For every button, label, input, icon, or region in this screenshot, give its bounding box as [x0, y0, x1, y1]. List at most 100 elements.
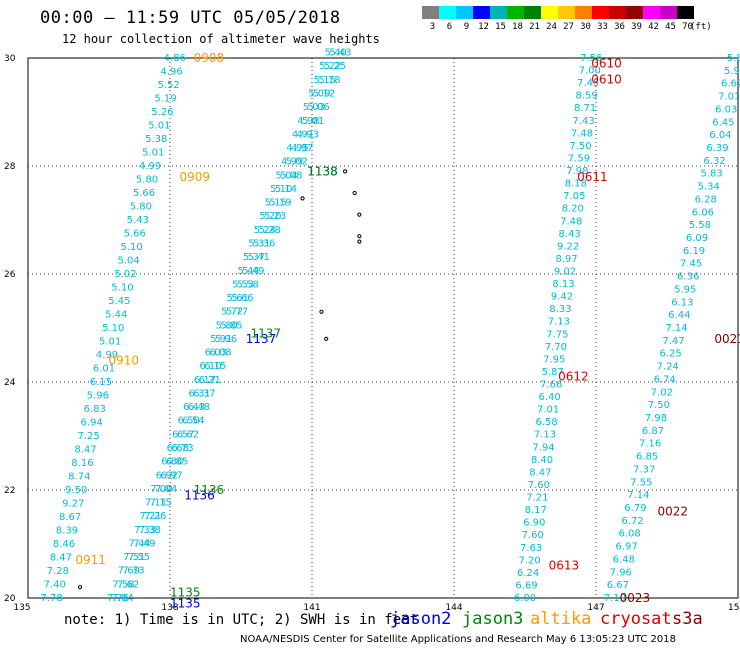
swh-value-label: 5.66 — [124, 229, 146, 240]
swh-value-label: 6.32 — [703, 156, 725, 167]
swh-value-label: 6.44 — [668, 310, 690, 321]
swh-value-label: 8.71 — [574, 103, 596, 114]
swh-value-label: 4.95 — [286, 143, 308, 154]
swh-value-label: 6.57 — [172, 429, 194, 440]
island-mark — [319, 309, 324, 314]
island-mark — [77, 585, 83, 590]
swh-value-label: 6.24 — [517, 568, 539, 579]
swh-value-label: 5.10 — [270, 184, 292, 195]
swh-value-label: 7.49 — [133, 538, 155, 549]
swh-value-label: 7.19 — [604, 593, 626, 604]
colorbar-label: 30 — [580, 22, 591, 32]
swh-value-label: 7.96 — [610, 567, 632, 578]
legend-item-altika: altika — [530, 609, 592, 629]
x-tick-label: 135 — [13, 603, 30, 613]
swh-value-label: 7.98 — [566, 166, 588, 177]
swh-value-label: 7.33 — [134, 525, 156, 536]
swh-value-label: 7.50 — [569, 141, 591, 152]
swh-value-label: 6.45 — [712, 117, 734, 128]
colorbar-swatch — [575, 6, 592, 19]
island-mark — [324, 336, 329, 341]
swh-value-label: 9.27 — [62, 499, 84, 510]
y-tick-label: 20 — [4, 594, 16, 604]
swh-value-label: 5.10 — [121, 242, 143, 253]
time-label: 1137 — [250, 326, 281, 340]
swh-value-label: 4.98 — [297, 116, 319, 127]
swh-value-label: 9.50 — [65, 485, 87, 496]
island-mark — [357, 239, 362, 244]
swh-value-label: 5.04 — [276, 170, 298, 181]
swh-value-label: 6.31 — [188, 388, 210, 399]
swh-value-label: 6.92 — [156, 470, 178, 481]
swh-value-label: 6.90 — [523, 518, 545, 529]
swh-value-label: 6.25 — [659, 349, 681, 360]
swh-value-label: 8.16 — [71, 458, 93, 469]
swh-value-label: 8.74 — [68, 472, 90, 483]
swh-value-label: 8.67 — [59, 512, 81, 523]
swh-value-label: 6.72 — [621, 516, 643, 527]
x-tick-label: 141 — [303, 603, 320, 613]
swh-value-label: 8.47 — [74, 445, 96, 456]
swh-value-label: 6.43 — [183, 402, 205, 413]
y-tick-label: 30 — [4, 54, 16, 64]
swh-value-label: 7.05 — [563, 191, 585, 202]
swh-value-label: 5.12 — [313, 89, 335, 100]
swh-value-label: 5.43 — [329, 48, 351, 59]
legend-item-s3a: s3a — [672, 609, 703, 629]
swh-value-label: 6.97 — [616, 542, 638, 553]
swh-value-label: 5.20 — [259, 211, 281, 222]
swh-value-label: 8.43 — [559, 229, 581, 240]
swh-value-label: 7.84 — [112, 593, 134, 604]
swh-value-label: 5.66 — [133, 188, 155, 199]
swh-value-label: 7.40 — [44, 580, 66, 591]
swh-value-label: 6.79 — [624, 503, 646, 514]
swh-value-label: 8.13 — [552, 279, 574, 290]
swh-value-label: 5.19 — [154, 94, 176, 105]
swh-value-label: 7.04 — [155, 484, 177, 495]
swh-value-label: 5.43 — [127, 215, 149, 226]
swh-value-label: 5.01 — [99, 337, 121, 348]
swh-value-label: 4.99 — [96, 350, 118, 361]
time-label: 1138 — [307, 164, 338, 178]
swh-value-label: 5.04 — [117, 256, 139, 267]
swh-value-label: 5.49 — [242, 266, 264, 277]
swh-value-label: 5.37 — [243, 252, 265, 263]
swh-value-label: 7.69 — [118, 566, 140, 577]
swh-value-label: 5.01 — [148, 121, 170, 132]
colorbar-label: 9 — [463, 22, 470, 32]
swh-value-label: 5.09 — [308, 89, 330, 100]
time-label: 0611 — [577, 170, 608, 184]
island-mark — [357, 234, 362, 239]
swh-value-label: 6.74 — [654, 374, 676, 385]
swh-value-label: 7.37 — [633, 464, 655, 475]
y-tick-label: 26 — [4, 270, 16, 280]
swh-value-label: 5.18 — [318, 75, 340, 86]
swh-value-label: 5.44 — [105, 310, 127, 321]
time-label: 0021 — [714, 332, 740, 346]
colorbar-label: 24 — [546, 22, 557, 32]
swh-value-label: 7.98 — [645, 413, 667, 424]
swh-value-label: 6.97 — [161, 470, 183, 481]
swh-value-label: 6.67 — [607, 580, 629, 591]
time-label: 1136 — [184, 488, 215, 502]
y-tick-label: 28 — [4, 162, 16, 172]
swh-value-label: 5.96 — [87, 391, 109, 402]
swh-value-label: 8.33 — [549, 304, 571, 315]
swh-value-label: 7.11 — [145, 498, 167, 509]
swh-value-label: 5.34 — [698, 182, 720, 193]
colorbar-swatch — [558, 6, 575, 19]
swh-value-label: 7.14 — [627, 490, 649, 501]
swh-value-label: 6.13 — [671, 297, 693, 308]
swh-value-label: 5.61 — [227, 293, 249, 304]
swh-value-label: 5.52 — [157, 80, 179, 91]
swh-value-label: 7.73 — [122, 566, 144, 577]
swh-value-label: 7.63 — [520, 543, 542, 554]
swh-value-label: 5.85 — [220, 320, 242, 331]
swh-value-label: 7.51 — [123, 552, 145, 563]
swh-value-label: 5.80 — [130, 202, 152, 213]
swh-value-label: 4.86 — [164, 53, 186, 64]
swh-value-label: 7.95 — [543, 354, 565, 365]
swh-value-label: 7.70 — [545, 342, 567, 353]
time-label: 0910 — [108, 353, 139, 367]
swh-value-label: 7.13 — [548, 317, 570, 328]
